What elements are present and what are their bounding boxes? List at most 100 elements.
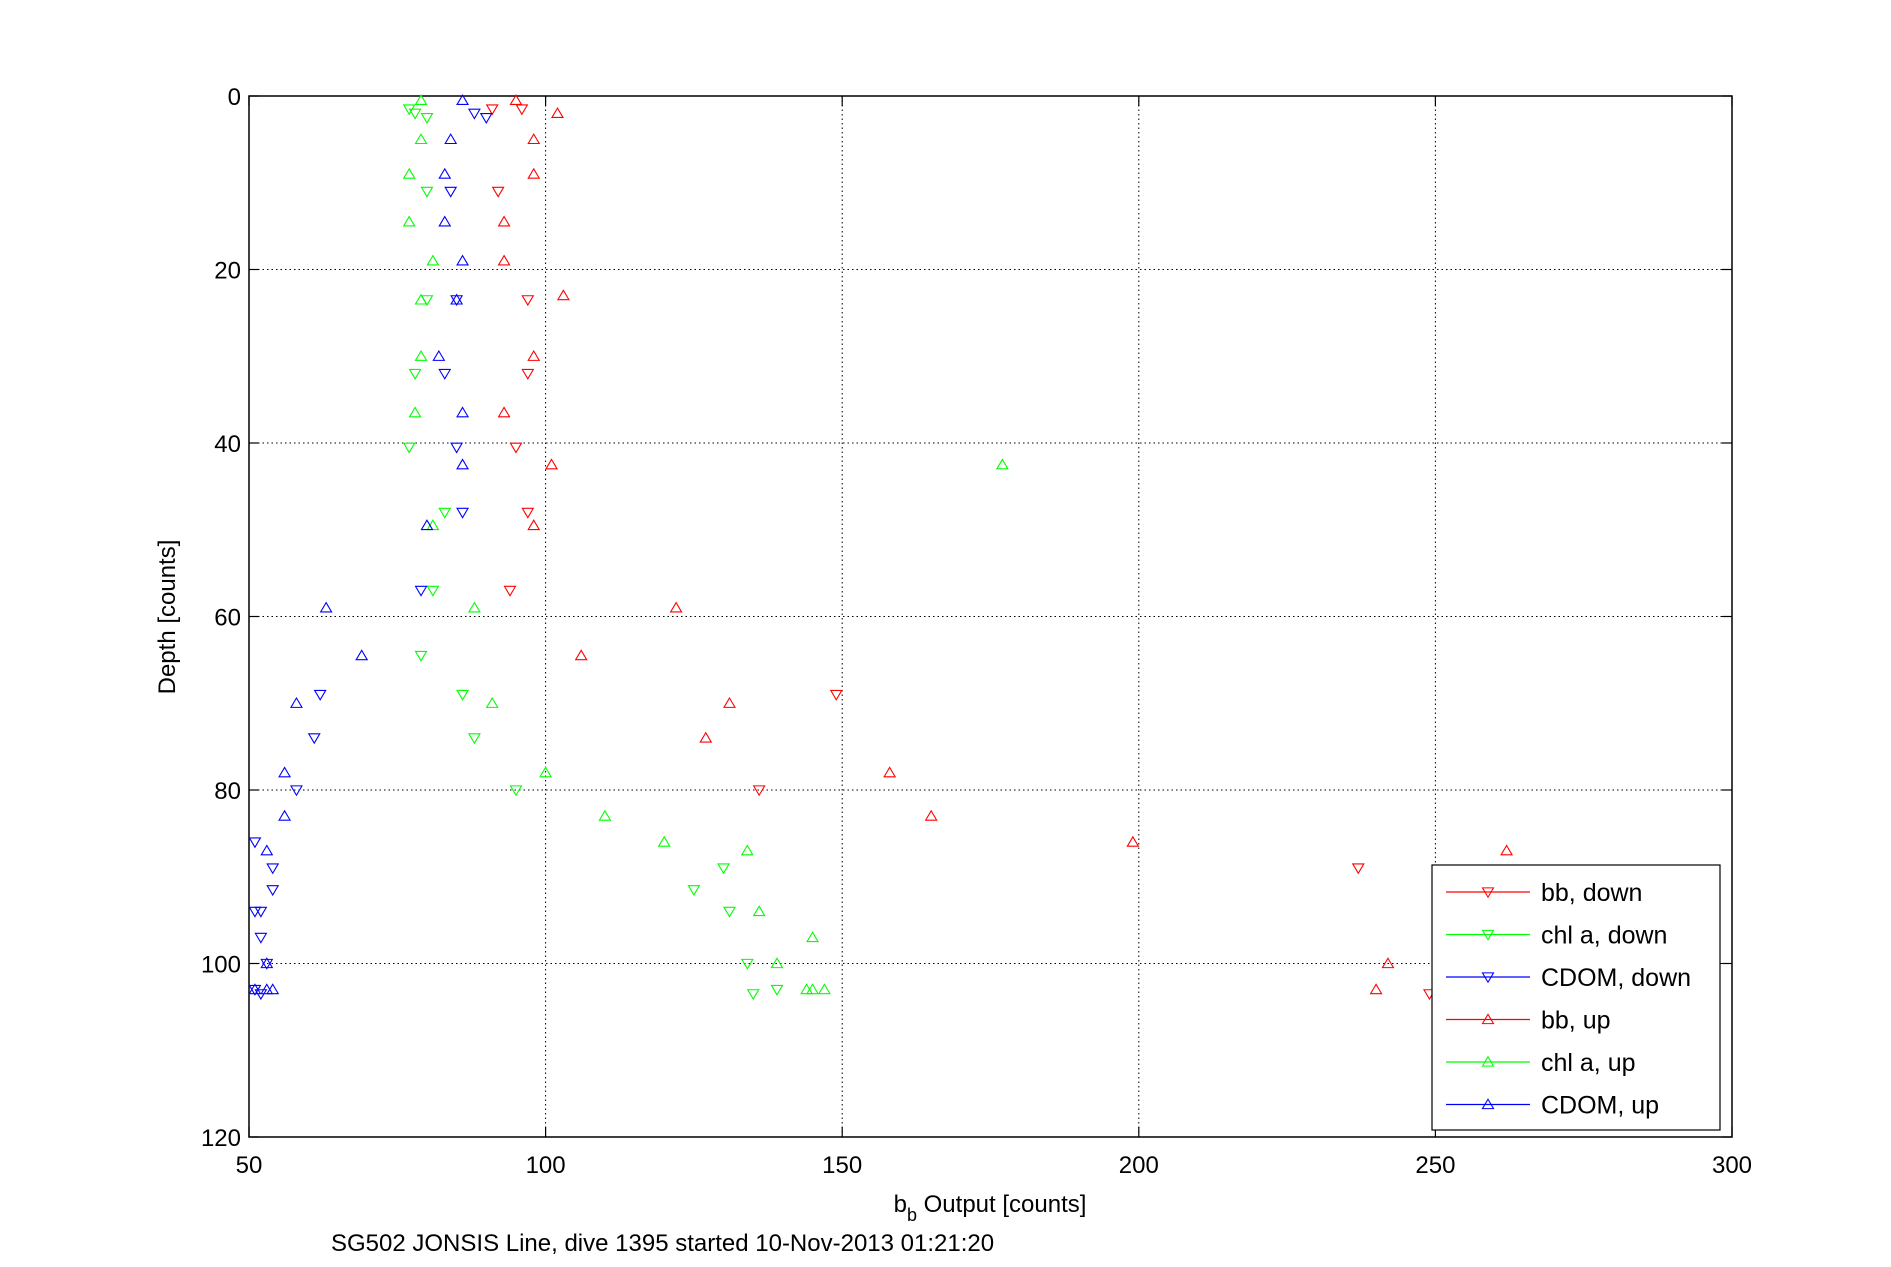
- data-point: [1381, 957, 1395, 969]
- data-point: [556, 289, 570, 301]
- data-point: [414, 293, 428, 305]
- axes: 50 100 150 200 250 300 0 20 40 60 80 100 120: [201, 84, 1752, 1179]
- legend-label: CDOM, up: [1541, 1092, 1659, 1120]
- legend-marker: [1481, 972, 1495, 984]
- data-point: [456, 458, 470, 470]
- legend-item: CDOM, down: [1446, 964, 1691, 992]
- data-point: [497, 406, 511, 418]
- data-point: [319, 601, 333, 613]
- legend-item: bb, up: [1446, 1007, 1611, 1035]
- data-point: [266, 863, 280, 875]
- data-point: [266, 885, 280, 897]
- y-tick-label: 20: [214, 258, 241, 285]
- legend-box: [1431, 864, 1721, 1131]
- x-tick-label: 300: [1712, 1152, 1752, 1179]
- data-point: [1351, 863, 1365, 875]
- data-point: [924, 809, 938, 821]
- data-point: [414, 133, 428, 145]
- data-point: [456, 507, 470, 519]
- data-point: [551, 107, 564, 119]
- data-point: [574, 649, 588, 661]
- series-chl-a-up: [402, 94, 1009, 995]
- legend-item: CDOM, up: [1446, 1092, 1659, 1120]
- x-tick-label: 50: [236, 1152, 263, 1179]
- data-point: [450, 293, 464, 305]
- x-tick-label: 100: [526, 1152, 566, 1179]
- data-point: [414, 585, 428, 597]
- data-point: [491, 186, 505, 198]
- series-chl-a-down: [402, 104, 784, 1001]
- data-point: [1369, 983, 1383, 995]
- data-point: [420, 186, 434, 198]
- data-point: [456, 689, 470, 701]
- y-tick-label: 120: [201, 1125, 241, 1152]
- data-point: [414, 349, 428, 361]
- data-point: [485, 104, 499, 116]
- data-point: [444, 133, 458, 145]
- x-tick-label: 250: [1415, 1152, 1455, 1179]
- data-point: [509, 785, 523, 797]
- data-point: [414, 650, 428, 662]
- data-point: [740, 958, 754, 970]
- chart-caption: SG502 JONSIS Line, dive 1395 started 10-…: [331, 1230, 994, 1257]
- data-point: [260, 957, 274, 969]
- data-point: [408, 368, 422, 380]
- data-point: [527, 167, 541, 179]
- data-point: [817, 983, 831, 995]
- data-point: [278, 809, 292, 821]
- legend-label: bb, up: [1541, 1007, 1611, 1035]
- x-axis-label-subscript: b: [907, 1205, 917, 1225]
- data-point: [438, 215, 452, 227]
- data-point: [313, 689, 327, 701]
- data-point: [746, 989, 760, 1001]
- data-markers: [248, 94, 1514, 1001]
- data-point: [497, 254, 511, 266]
- legend-item: bb, down: [1446, 879, 1642, 907]
- data-point: [770, 957, 784, 969]
- data-point: [995, 458, 1009, 470]
- data-point: [497, 215, 511, 227]
- y-tick-label: 0: [228, 84, 241, 111]
- data-point: [402, 442, 416, 454]
- data-point: [456, 254, 470, 266]
- data-point: [527, 133, 541, 145]
- data-point: [723, 696, 736, 708]
- series-bb-up: [497, 94, 1514, 995]
- data-point: [509, 94, 523, 106]
- data-point: [248, 983, 262, 995]
- data-point: [527, 519, 541, 531]
- data-point: [260, 844, 274, 856]
- y-axis-label: Depth [counts]: [154, 540, 181, 695]
- y-tick-label: 60: [214, 605, 241, 632]
- data-point: [467, 108, 481, 120]
- series-cdom-up: [248, 94, 470, 995]
- data-point: [539, 766, 553, 778]
- x-axis-label-main: b: [894, 1191, 907, 1218]
- data-point: [248, 837, 262, 849]
- data-point: [254, 989, 268, 1001]
- data-point: [438, 507, 452, 519]
- data-point: [467, 733, 481, 745]
- legend-label: chl a, up: [1541, 1049, 1636, 1077]
- legend-marker: [1481, 1098, 1495, 1110]
- data-point: [521, 295, 535, 307]
- data-point: [456, 94, 470, 106]
- data-point: [485, 696, 499, 708]
- data-point: [450, 442, 464, 454]
- data-point: [521, 368, 535, 380]
- data-point: [669, 601, 683, 613]
- data-point: [467, 601, 481, 613]
- data-point: [438, 368, 452, 380]
- legend-label: CDOM, down: [1541, 964, 1691, 992]
- data-point: [1126, 835, 1140, 847]
- legend-item: chl a, up: [1446, 1049, 1636, 1077]
- data-point: [355, 649, 369, 661]
- y-tick-label: 100: [201, 952, 241, 979]
- data-point: [402, 167, 416, 179]
- data-point: [408, 406, 422, 418]
- legend-marker: [1481, 887, 1495, 899]
- series-bb-down: [485, 104, 1436, 1001]
- data-point: [598, 809, 612, 821]
